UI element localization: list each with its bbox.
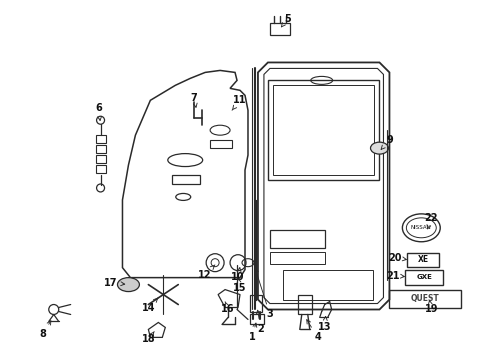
Text: 20: 20 bbox=[389, 253, 406, 263]
Text: 5: 5 bbox=[281, 14, 291, 27]
Text: XE: XE bbox=[418, 255, 429, 264]
Text: 15: 15 bbox=[233, 279, 247, 293]
Text: 4: 4 bbox=[307, 320, 321, 342]
Text: 16: 16 bbox=[221, 302, 235, 315]
Text: 17: 17 bbox=[104, 278, 124, 288]
Text: 9: 9 bbox=[381, 135, 393, 149]
Bar bbox=[96, 135, 105, 143]
Bar bbox=[273, 85, 374, 175]
Bar bbox=[270, 23, 290, 35]
Bar bbox=[283, 270, 372, 300]
Text: 11: 11 bbox=[232, 95, 247, 110]
Bar bbox=[172, 175, 200, 184]
Ellipse shape bbox=[370, 142, 389, 154]
Text: 7: 7 bbox=[191, 93, 197, 107]
Bar bbox=[96, 165, 105, 173]
Bar bbox=[298, 294, 312, 315]
Text: 22: 22 bbox=[424, 213, 438, 229]
Text: 1: 1 bbox=[248, 323, 257, 342]
Bar bbox=[390, 289, 461, 307]
Bar bbox=[96, 155, 105, 163]
Ellipse shape bbox=[118, 278, 140, 292]
Text: 13: 13 bbox=[318, 316, 331, 332]
Text: 2: 2 bbox=[256, 310, 264, 334]
Text: 3: 3 bbox=[254, 268, 273, 319]
Text: GXE: GXE bbox=[416, 274, 432, 280]
Text: NISSAN: NISSAN bbox=[411, 225, 432, 230]
Bar bbox=[407, 253, 439, 267]
Bar bbox=[250, 294, 262, 312]
Bar bbox=[250, 315, 264, 324]
Bar bbox=[268, 80, 379, 180]
Bar bbox=[210, 140, 232, 148]
Text: 19: 19 bbox=[424, 301, 438, 315]
Bar bbox=[405, 270, 443, 285]
Text: 14: 14 bbox=[142, 298, 158, 312]
Text: 18: 18 bbox=[142, 332, 155, 345]
Bar bbox=[270, 252, 325, 264]
Bar bbox=[270, 230, 325, 248]
Bar bbox=[96, 145, 105, 153]
Text: QUEST: QUEST bbox=[411, 294, 440, 303]
Text: 8: 8 bbox=[39, 321, 51, 339]
Text: 10: 10 bbox=[231, 267, 245, 282]
Text: 6: 6 bbox=[95, 103, 102, 121]
Text: 12: 12 bbox=[198, 265, 215, 280]
Text: 21: 21 bbox=[387, 271, 404, 281]
